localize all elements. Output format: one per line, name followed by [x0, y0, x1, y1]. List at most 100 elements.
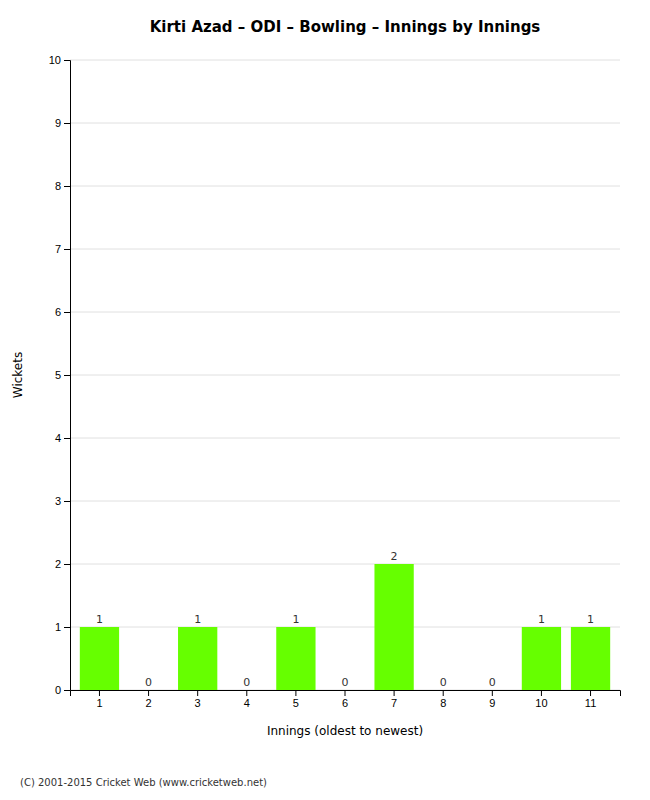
x-tick: 9	[489, 690, 495, 709]
data-label: 2	[391, 550, 398, 563]
x-axis-line	[71, 691, 621, 697]
data-label: 1	[538, 613, 545, 626]
y-tick-mark	[64, 312, 70, 313]
y-tick-label: 2	[55, 558, 61, 570]
x-tick-label: 9	[489, 697, 495, 709]
x-tick-label: 5	[293, 697, 299, 709]
y-tick-mark	[64, 690, 70, 691]
x-tick-mark	[148, 690, 149, 696]
x-tick-mark	[443, 690, 444, 696]
bar	[80, 627, 119, 690]
y-tick-mark	[64, 501, 70, 502]
x-tick-label: 10	[535, 697, 547, 709]
bar	[424, 690, 463, 691]
y-tick: 0	[55, 684, 70, 696]
x-tick-mark	[246, 690, 247, 696]
y-tick-label: 9	[55, 117, 61, 129]
y-tick: 9	[55, 117, 70, 129]
x-tick: 10	[535, 690, 547, 709]
y-tick: 1	[55, 621, 70, 633]
y-axis: 0 1 2 3 4 5 6 7 8 9 10	[49, 54, 71, 696]
x-tick: 6	[342, 690, 348, 709]
bar	[522, 627, 561, 690]
y-tick-mark	[64, 123, 70, 124]
x-tick: 5	[293, 690, 299, 709]
y-tick: 6	[55, 306, 70, 318]
bar	[473, 690, 512, 691]
grid-line	[70, 123, 620, 124]
data-label: 0	[342, 676, 349, 689]
data-label: 1	[194, 613, 201, 626]
bar	[374, 564, 413, 690]
y-axis-line	[64, 61, 71, 691]
x-tick-label: 8	[440, 697, 446, 709]
y-tick-label: 3	[55, 495, 61, 507]
grid-line	[70, 375, 620, 376]
y-tick: 4	[55, 432, 70, 444]
grid-line	[70, 501, 620, 502]
footer: (C) 2001-2015 Cricket Web (www.cricketwe…	[20, 777, 267, 788]
x-tick-label: 3	[195, 697, 201, 709]
data-label: 0	[489, 676, 496, 689]
bar	[129, 690, 168, 691]
y-tick: 2	[55, 558, 70, 570]
grid	[70, 60, 620, 690]
y-tick-label: 5	[55, 369, 61, 381]
y-tick-label: 4	[55, 432, 61, 444]
data-label: 1	[96, 613, 103, 626]
grid-line	[70, 564, 620, 565]
x-tick-mark	[394, 690, 395, 696]
grid-line	[70, 186, 620, 187]
grid-line	[70, 60, 620, 61]
grid-line	[70, 312, 620, 313]
y-tick: 10	[49, 54, 70, 66]
x-tick-mark	[590, 690, 591, 696]
data-label: 0	[243, 676, 250, 689]
x-tick: 3	[195, 690, 201, 709]
bar	[178, 627, 217, 690]
y-tick-label: 0	[55, 684, 61, 696]
bar	[276, 627, 315, 690]
grid-line	[70, 438, 620, 439]
grid-line	[70, 249, 620, 250]
y-tick: 8	[55, 180, 70, 192]
title: Kirti Azad – ODI – Bowling – Innings by …	[150, 18, 541, 36]
y-tick-mark	[64, 627, 70, 628]
x-tick-mark	[541, 690, 542, 696]
bar	[571, 627, 610, 690]
x-tick: 4	[244, 690, 250, 709]
x-tick: 1	[96, 690, 102, 709]
y-tick-label: 10	[49, 54, 61, 66]
y-tick-label: 7	[55, 243, 61, 255]
x-tick: 2	[146, 690, 152, 709]
x-tick-mark	[197, 690, 198, 696]
y-axis-title: Wickets	[11, 352, 25, 398]
x-tick-mark	[345, 690, 346, 696]
x-tick-label: 4	[244, 697, 250, 709]
y-tick-label: 1	[55, 621, 61, 633]
x-tick-label: 1	[96, 697, 102, 709]
y-tick-mark	[64, 60, 70, 61]
data-label: 1	[292, 613, 299, 626]
data-labels: 1 0 1 0 1 0 2 0 0 1 1	[96, 550, 594, 689]
x-tick-mark	[295, 690, 296, 696]
data-label: 0	[440, 676, 447, 689]
data-label: 1	[587, 613, 594, 626]
x-axis-title: Innings (oldest to newest)	[267, 724, 423, 738]
y-tick-mark	[64, 438, 70, 439]
plot: 101010200110123456789101234567891011	[49, 54, 621, 709]
y-tick-mark	[64, 186, 70, 187]
x-tick: 11	[585, 690, 596, 709]
chart: 101010200110123456789101234567891011Kirt…	[0, 0, 650, 800]
y-tick: 7	[55, 243, 70, 255]
data-label: 0	[145, 676, 152, 689]
bars	[80, 564, 610, 690]
x-tick-mark	[492, 690, 493, 696]
x-tick: 8	[440, 690, 446, 709]
y-tick-mark	[64, 375, 70, 376]
y-tick: 5	[55, 369, 70, 381]
x-tick-label: 6	[342, 697, 348, 709]
x-tick: 7	[391, 690, 397, 709]
x-tick-label: 11	[585, 697, 596, 709]
y-tick: 3	[55, 495, 70, 507]
